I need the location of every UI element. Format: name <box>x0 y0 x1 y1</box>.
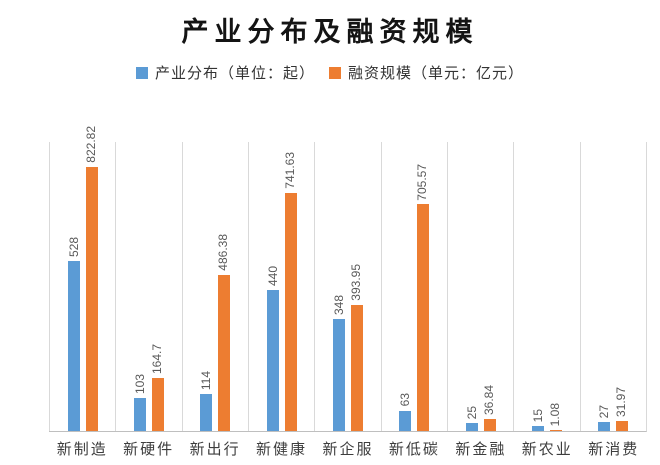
bar-value-label: 103 <box>132 373 147 394</box>
legend-swatch-blue-icon <box>135 66 148 79</box>
bar-value-label: 15 <box>530 408 545 423</box>
legend-swatch-orange-icon <box>329 66 341 79</box>
bar-value-label: 27 <box>597 404 612 419</box>
bar-industry-count <box>133 397 146 431</box>
legend-item-funding-scale: 融资规模（单元：亿元） <box>329 62 524 83</box>
bar-value-label: 348 <box>331 295 346 316</box>
bar-value-label: 31.97 <box>614 386 629 417</box>
bar-value-label: 393.95 <box>348 263 363 301</box>
chart-column-5: 348 393.95 <box>314 142 380 431</box>
chart-column-9: 27 31.97 <box>579 142 646 431</box>
bar-industry-count <box>332 319 345 431</box>
bar-funding-amount <box>483 419 496 431</box>
bar-funding-amount <box>616 420 629 431</box>
bar-industry-count <box>67 261 80 431</box>
bar-value-label: 25 <box>464 405 479 419</box>
bar-funding-amount <box>218 274 231 431</box>
legend-label-industry-count: 产业分布（单位：起） <box>154 65 315 82</box>
bar-value-label: 440 <box>265 265 280 286</box>
bar-value-label: 114 <box>199 371 214 391</box>
bar-industry-count <box>465 422 478 431</box>
plot-area: 528 822.82 103 164.7 114 486.38 440 741.63 348 39… <box>49 126 647 432</box>
chart-column-6: 63 705.57 <box>380 142 447 431</box>
bar-industry-count <box>531 426 544 431</box>
bar-funding-amount <box>284 192 297 431</box>
chart-column-4: 440 741.63 <box>247 142 314 431</box>
bar-industry-count <box>598 422 611 431</box>
bar-value-label: 1.08 <box>547 403 562 427</box>
bar-value-label: 528 <box>66 237 81 258</box>
x-axis-category-label: 新出行 <box>189 441 241 458</box>
x-axis-category-label: 新消费 <box>588 441 640 458</box>
x-axis: 新制造 新硬件 新出行 新健康 新企服 新低碳 新金融 新农业 新消费 <box>49 438 647 460</box>
x-axis-category-label: 新企服 <box>322 441 374 458</box>
bar-funding-amount <box>417 204 430 431</box>
chart-title: 产业分布及融资规模 <box>181 17 479 47</box>
chart-column-8: 15 1.08 <box>513 142 579 431</box>
bar-industry-count <box>399 410 412 431</box>
bar-funding-amount <box>85 166 98 431</box>
x-axis-category-label: 新农业 <box>521 441 573 458</box>
chart-column-3: 114 486.38 <box>181 142 248 431</box>
legend-label-funding-scale: 融资规模（单元：亿元） <box>348 65 525 82</box>
x-axis-category-label: 新金融 <box>455 441 507 458</box>
bar-value-label: 63 <box>398 393 413 407</box>
x-axis-category-label: 新健康 <box>256 441 308 458</box>
x-axis-category-label: 新制造 <box>56 441 108 458</box>
bar-value-label: 36.84 <box>481 385 496 416</box>
chart-column-7: 25 36.84 <box>446 142 513 431</box>
x-axis-category-label: 新硬件 <box>123 441 175 458</box>
chart-column-1: 528 822.82 <box>49 126 115 431</box>
bar-value-label: 705.57 <box>415 163 430 201</box>
bar-industry-count <box>200 394 213 431</box>
bar-funding-amount <box>350 304 363 431</box>
legend: 产业分布（单位：起） 融资规模（单元：亿元） <box>0 62 660 83</box>
chart-column-2: 103 164.7 <box>115 142 181 431</box>
x-axis-category-label: 新低碳 <box>388 441 440 458</box>
bar-industry-count <box>266 289 279 431</box>
bar-value-label: 486.38 <box>216 234 231 271</box>
bar-value-label: 741.63 <box>282 152 297 189</box>
bar-funding-amount <box>549 430 562 431</box>
bar-value-label: 822.82 <box>83 126 98 163</box>
bar-funding-amount <box>151 378 164 431</box>
legend-item-industry-count: 产业分布（单位：起） <box>135 62 315 83</box>
bar-value-label: 164.7 <box>149 344 164 375</box>
